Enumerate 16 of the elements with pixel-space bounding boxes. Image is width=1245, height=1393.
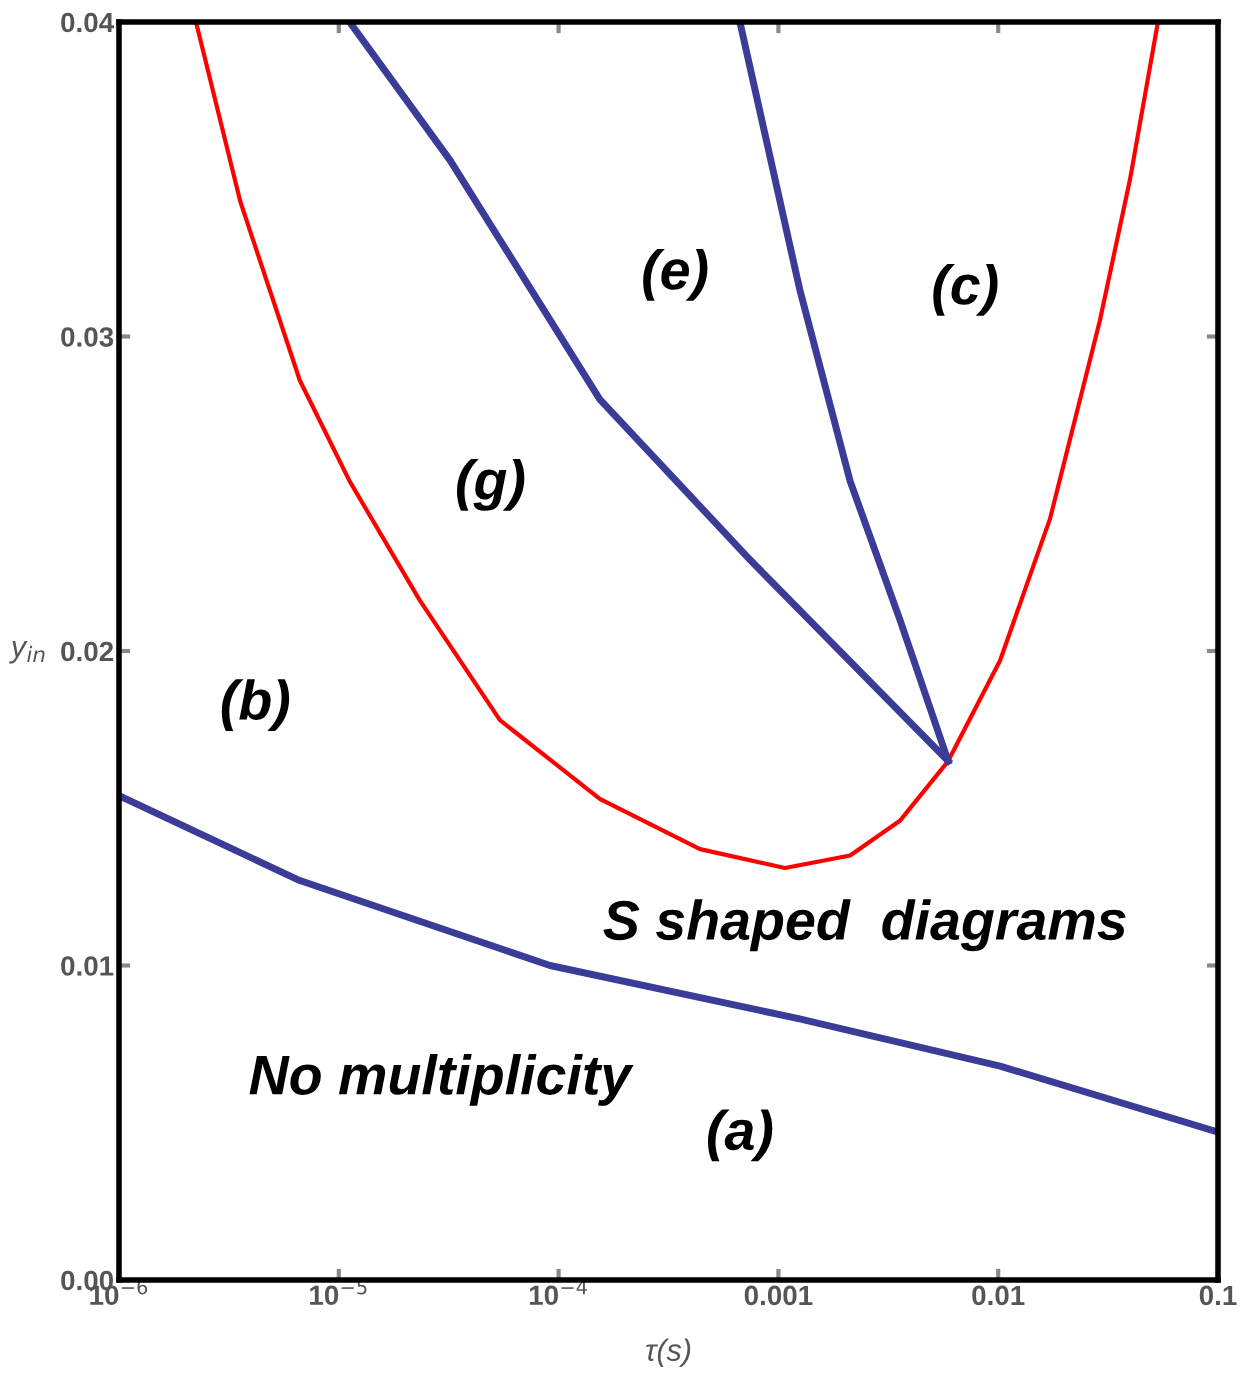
x-axis-title: τ(s) [646,1338,691,1367]
x-tick-label: 0.1 [1199,1285,1237,1306]
x-tick-label: 0.01 [972,1285,1025,1306]
annotation: (b) [221,679,290,731]
annotation: (c) [933,264,998,316]
y-tick-label: 0.02 [61,641,114,662]
y-tick-label: 0.04 [61,12,114,33]
annotation: No multiplicity [249,1054,634,1106]
annotation: (e) [643,248,708,301]
x-tick-label: 0.001 [744,1285,813,1306]
y-tick-label: 0.01 [61,956,114,976]
y-tick-label: 0.03 [61,327,114,347]
y-axis-title: y$_{in}$ [9,640,45,664]
annotation: (g) [457,459,525,511]
annotation: (a) [707,1109,773,1162]
annotation: S shaped diagrams [603,899,1126,952]
